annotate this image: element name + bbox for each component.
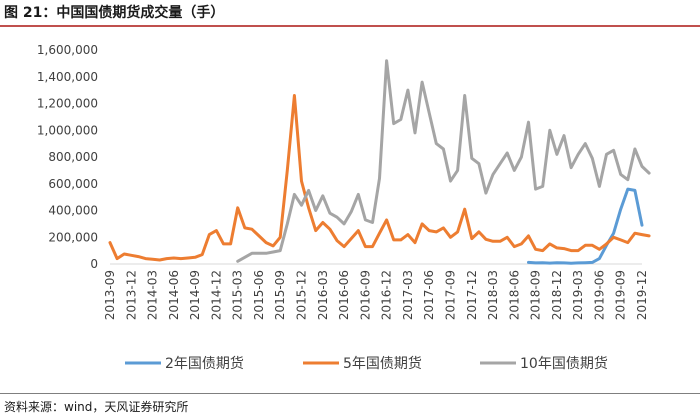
x-tick-label: 2017-03 xyxy=(401,270,415,320)
x-tick-label: 2014-06 xyxy=(167,270,181,320)
x-tick-label: 2013-09 xyxy=(103,270,117,320)
x-tick-label: 2017-09 xyxy=(443,270,457,320)
y-tick-label: 600,000 xyxy=(48,177,98,191)
series-line-1 xyxy=(527,187,644,265)
y-tick-label: 400,000 xyxy=(48,204,98,218)
x-tick-label: 2016-09 xyxy=(358,270,372,320)
x-tick-label: 2014-12 xyxy=(209,270,223,320)
x-tick-label: 2017-12 xyxy=(465,270,479,320)
x-tick-label: 2015-09 xyxy=(273,270,287,320)
source-note: 资料来源：wind，天风证券研究所 xyxy=(4,400,189,414)
title-rule xyxy=(0,25,700,27)
x-tick-label: 2018-03 xyxy=(486,270,500,320)
chart-title: 图 21：中国国债期货成交量（手） xyxy=(4,5,225,21)
y-tick-label: 1,600,000 xyxy=(37,43,98,57)
x-tick-label: 2019-12 xyxy=(635,270,649,320)
x-tick-label: 2015-03 xyxy=(231,270,245,320)
x-tick-label: 2014-09 xyxy=(188,270,202,320)
x-tick-label: 2018-09 xyxy=(529,270,543,320)
chart: 0 200,000 400,000 600,000 800,000 1,000,000 1,… xyxy=(37,43,651,372)
y-tick-label: 1,200,000 xyxy=(37,97,98,111)
x-tick-label: 2015-12 xyxy=(295,270,309,320)
legend-label-2: 5年国债期货 xyxy=(343,355,422,372)
y-tick-label: 0 xyxy=(90,257,98,271)
y-tick-label: 200,000 xyxy=(48,230,98,244)
x-tick-label: 2015-06 xyxy=(252,270,266,320)
y-tick-label: 1,400,000 xyxy=(37,70,98,84)
series-line-2 xyxy=(108,94,651,262)
legend-label-1: 2年国债期货 xyxy=(165,355,244,372)
x-tick-label: 2019-03 xyxy=(571,270,585,320)
x-tick-label: 2013-12 xyxy=(124,270,138,320)
x-tick-label: 2019-06 xyxy=(592,270,606,320)
y-tick-label: 800,000 xyxy=(48,150,98,164)
x-tick-label: 2018-06 xyxy=(507,270,521,320)
x-tick-label: 2014-03 xyxy=(146,270,160,320)
legend-label-3: 10年国债期货 xyxy=(520,355,608,372)
x-tick-label: 2016-12 xyxy=(380,270,394,320)
x-tick-label: 2019-09 xyxy=(614,270,628,320)
x-tick-label: 2016-03 xyxy=(316,270,330,320)
source-rule xyxy=(0,393,700,394)
x-tick-label: 2018-12 xyxy=(550,270,564,320)
x-tick-label: 2016-06 xyxy=(337,270,351,320)
x-tick-label: 2017-06 xyxy=(422,270,436,320)
y-tick-label: 1,000,000 xyxy=(37,123,98,137)
series-line-3 xyxy=(236,59,651,263)
